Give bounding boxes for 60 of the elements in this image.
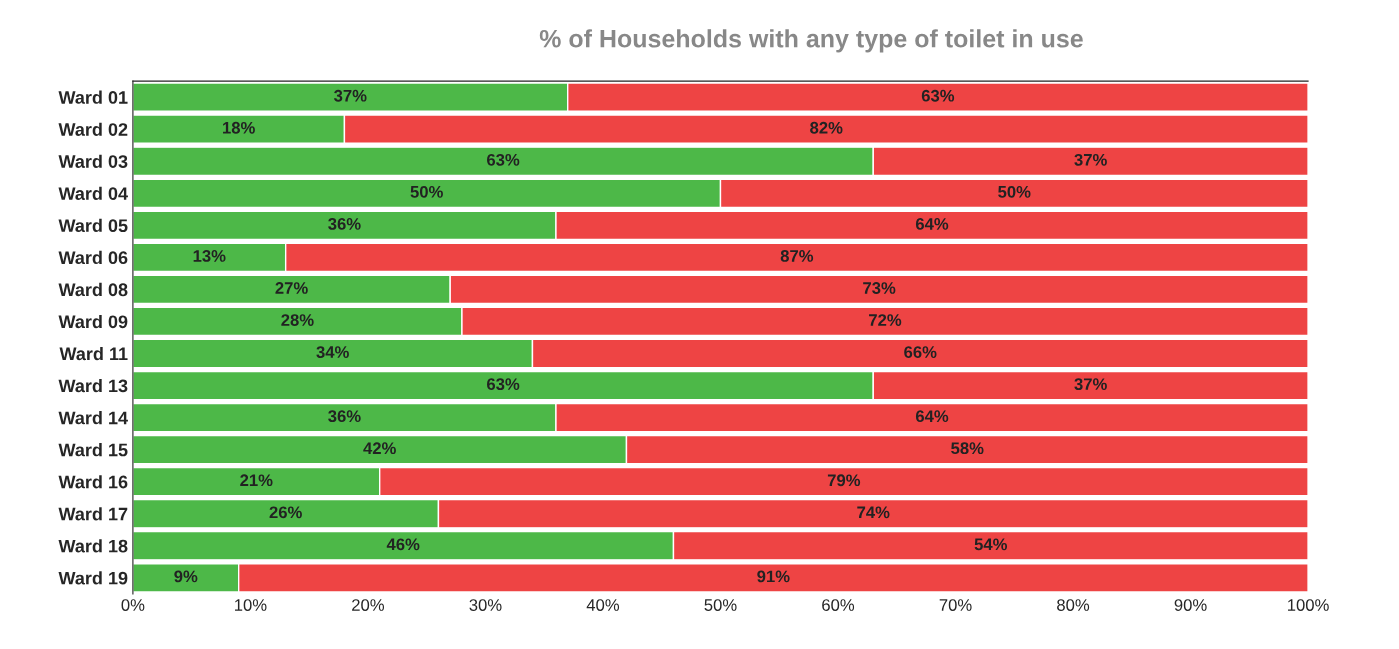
x-tick-label: 90% — [1174, 599, 1207, 611]
x-tick-label: 30% — [469, 599, 502, 611]
y-tick-label: Ward 02 — [58, 122, 128, 136]
data-label: 42% — [363, 442, 396, 455]
data-label: 9% — [174, 570, 198, 583]
data-label: 64% — [915, 410, 949, 423]
data-label: 37% — [334, 89, 367, 102]
data-label: 36% — [328, 410, 361, 423]
data-label: 64% — [915, 218, 949, 230]
x-tick-label: 70% — [939, 599, 972, 611]
y-tick-label: Ward 18 — [58, 539, 128, 553]
y-tick-label: Ward 19 — [58, 571, 128, 585]
y-tick-label: Ward 16 — [58, 475, 128, 489]
x-tick-label: 10% — [235, 599, 267, 611]
data-label: 54% — [974, 538, 1008, 551]
data-label: 21% — [240, 474, 273, 487]
x-tick-label: 0% — [121, 599, 145, 611]
data-label: 13% — [193, 250, 226, 262]
data-label: 63% — [921, 89, 955, 102]
data-label: 46% — [386, 538, 420, 551]
x-tick-label: 80% — [1057, 599, 1090, 611]
y-tick-label: Ward 17 — [58, 507, 128, 521]
data-label: 26% — [269, 506, 302, 519]
y-tick-label: Ward 15 — [58, 443, 128, 457]
data-label: 58% — [951, 442, 984, 455]
y-tick-label: Ward 06 — [58, 250, 128, 265]
x-tick-label: 100% — [1288, 599, 1329, 611]
y-tick-label: Ward 13 — [58, 379, 128, 393]
y-tick-label: Ward 11 — [59, 346, 128, 361]
data-label: 37% — [1074, 153, 1107, 166]
chart-title: % of Households with any type of toilet in use — [539, 29, 1083, 53]
y-tick-label: Ward 05 — [58, 218, 128, 233]
x-tick-label: 50% — [704, 599, 737, 611]
x-tick-label: 40% — [586, 599, 620, 611]
data-label: 18% — [223, 121, 255, 134]
data-label: 87% — [780, 250, 814, 262]
data-label: 50% — [410, 185, 443, 198]
y-tick-label: Ward 14 — [58, 411, 128, 425]
data-label: 63% — [487, 153, 520, 166]
data-label: 34% — [316, 346, 349, 358]
data-label: 27% — [275, 282, 308, 294]
data-label: 28% — [281, 314, 314, 326]
data-label: 37% — [1074, 378, 1107, 391]
x-tick-label: 20% — [352, 599, 385, 611]
data-label: 82% — [810, 121, 843, 134]
data-label: 91% — [757, 570, 790, 583]
y-tick-label: Ward 09 — [58, 314, 128, 329]
data-label: 72% — [869, 314, 902, 326]
y-tick-label: Ward 08 — [58, 282, 128, 297]
data-label: 79% — [827, 474, 861, 487]
data-label: 50% — [998, 185, 1031, 198]
data-label: 36% — [328, 218, 361, 230]
data-label: 66% — [904, 346, 937, 358]
data-label: 74% — [857, 506, 890, 519]
y-tick-label: Ward 04 — [58, 186, 128, 200]
y-tick-label: Ward 01 — [58, 90, 128, 104]
y-tick-label: Ward 03 — [58, 154, 128, 168]
data-label: 73% — [863, 282, 896, 294]
x-tick-label: 60% — [822, 599, 855, 611]
data-label: 63% — [487, 378, 520, 391]
